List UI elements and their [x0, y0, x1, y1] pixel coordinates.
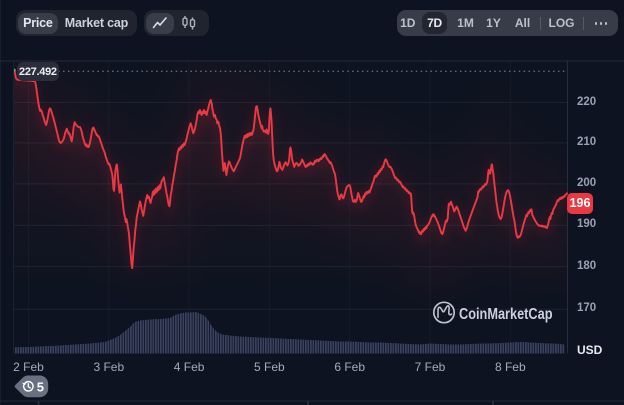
- svg-text:CoinMarketCap: CoinMarketCap: [459, 306, 553, 323]
- svg-text:5: 5: [37, 379, 44, 394]
